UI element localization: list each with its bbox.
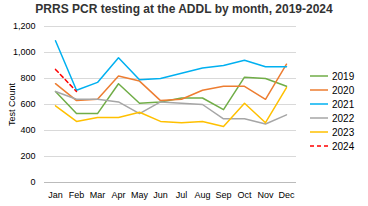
svg-text:800: 800 — [20, 73, 35, 83]
html-text:2022: 2022 — [332, 112, 355, 124]
svg-text:Jul: Jul — [176, 190, 188, 200]
svg-text:Test Count: Test Count — [7, 82, 17, 126]
svg-text:200: 200 — [20, 151, 35, 161]
svg-text:May: May — [131, 190, 149, 200]
svg-text:Sep: Sep — [215, 190, 231, 200]
svg-text:Jun: Jun — [153, 190, 168, 200]
svg-text:Feb: Feb — [69, 190, 85, 200]
svg-text:Nov: Nov — [257, 190, 274, 200]
html-text:2023: 2023 — [332, 126, 355, 138]
svg-text:1,000: 1,000 — [13, 47, 36, 57]
html-text:PRRS PCR testing at the ADDL b: PRRS PCR testing at the ADDL by month, 2… — [35, 2, 333, 16]
svg-text:400: 400 — [20, 125, 35, 135]
svg-text:1,200: 1,200 — [13, 21, 36, 31]
svg-text:Aug: Aug — [194, 190, 210, 200]
svg-text:Dec: Dec — [278, 190, 295, 200]
svg-text:Apr: Apr — [111, 190, 125, 200]
html-text:2024: 2024 — [332, 140, 355, 152]
svg-text:Oct: Oct — [237, 190, 252, 200]
svg-text:600: 600 — [20, 99, 35, 109]
html-text:2021: 2021 — [332, 98, 355, 110]
svg-text:Jan: Jan — [48, 190, 63, 200]
svg-text:Mar: Mar — [90, 190, 106, 200]
html-text:2020: 2020 — [332, 84, 355, 96]
html-text:2019: 2019 — [332, 70, 355, 82]
svg-text:0: 0 — [30, 177, 35, 187]
